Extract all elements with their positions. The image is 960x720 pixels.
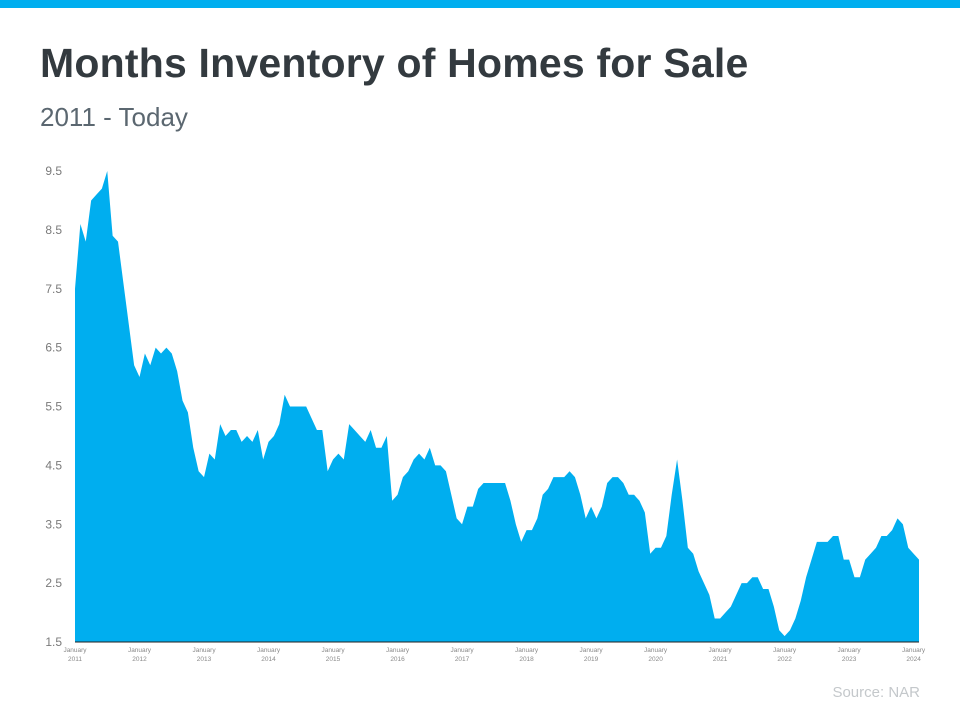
x-tick-label: January 2013 — [192, 647, 216, 663]
y-tick-label: 7.5 — [45, 282, 62, 296]
x-tick-label: January 2015 — [321, 647, 345, 663]
y-tick-label: 8.5 — [45, 223, 62, 237]
y-tick-label: 2.5 — [45, 576, 62, 590]
y-tick-label: 4.5 — [45, 458, 62, 472]
x-tick-label: January 2014 — [257, 647, 281, 663]
page-title: Months Inventory of Homes for Sale — [40, 40, 749, 86]
x-tick-label: January 2016 — [386, 647, 410, 663]
x-tick-label: January 2020 — [644, 647, 668, 663]
y-tick-label: 6.5 — [45, 341, 62, 355]
inventory-area — [75, 171, 919, 642]
source-note: Source: NAR — [832, 684, 920, 701]
x-tick-label: January 2024 — [902, 647, 926, 663]
y-tick-label: 5.5 — [45, 400, 62, 414]
y-tick-label: 3.5 — [45, 517, 62, 531]
x-tick-label: January 2019 — [580, 647, 604, 663]
top-accent-bar — [0, 0, 960, 8]
x-tick-label: January 2011 — [63, 647, 87, 663]
x-tick-label: January 2018 — [515, 647, 539, 663]
x-tick-label: January 2022 — [773, 647, 797, 663]
x-tick-label: January 2017 — [450, 647, 474, 663]
y-tick-label: 9.5 — [45, 164, 62, 178]
x-tick-label: January 2012 — [128, 647, 152, 663]
y-axis-ticks: 1.5 2.5 3.5 4.5 5.5 6.5 7.5 8.5 9.5 — [45, 164, 62, 649]
y-tick-label: 1.5 — [45, 635, 62, 649]
x-axis-ticks: January 2011 January 2012 January 2013 January… — [63, 647, 925, 663]
page-subtitle: 2011 - Today — [40, 102, 188, 132]
x-tick-label: January 2021 — [709, 647, 733, 663]
x-tick-label: January 2023 — [838, 647, 862, 663]
